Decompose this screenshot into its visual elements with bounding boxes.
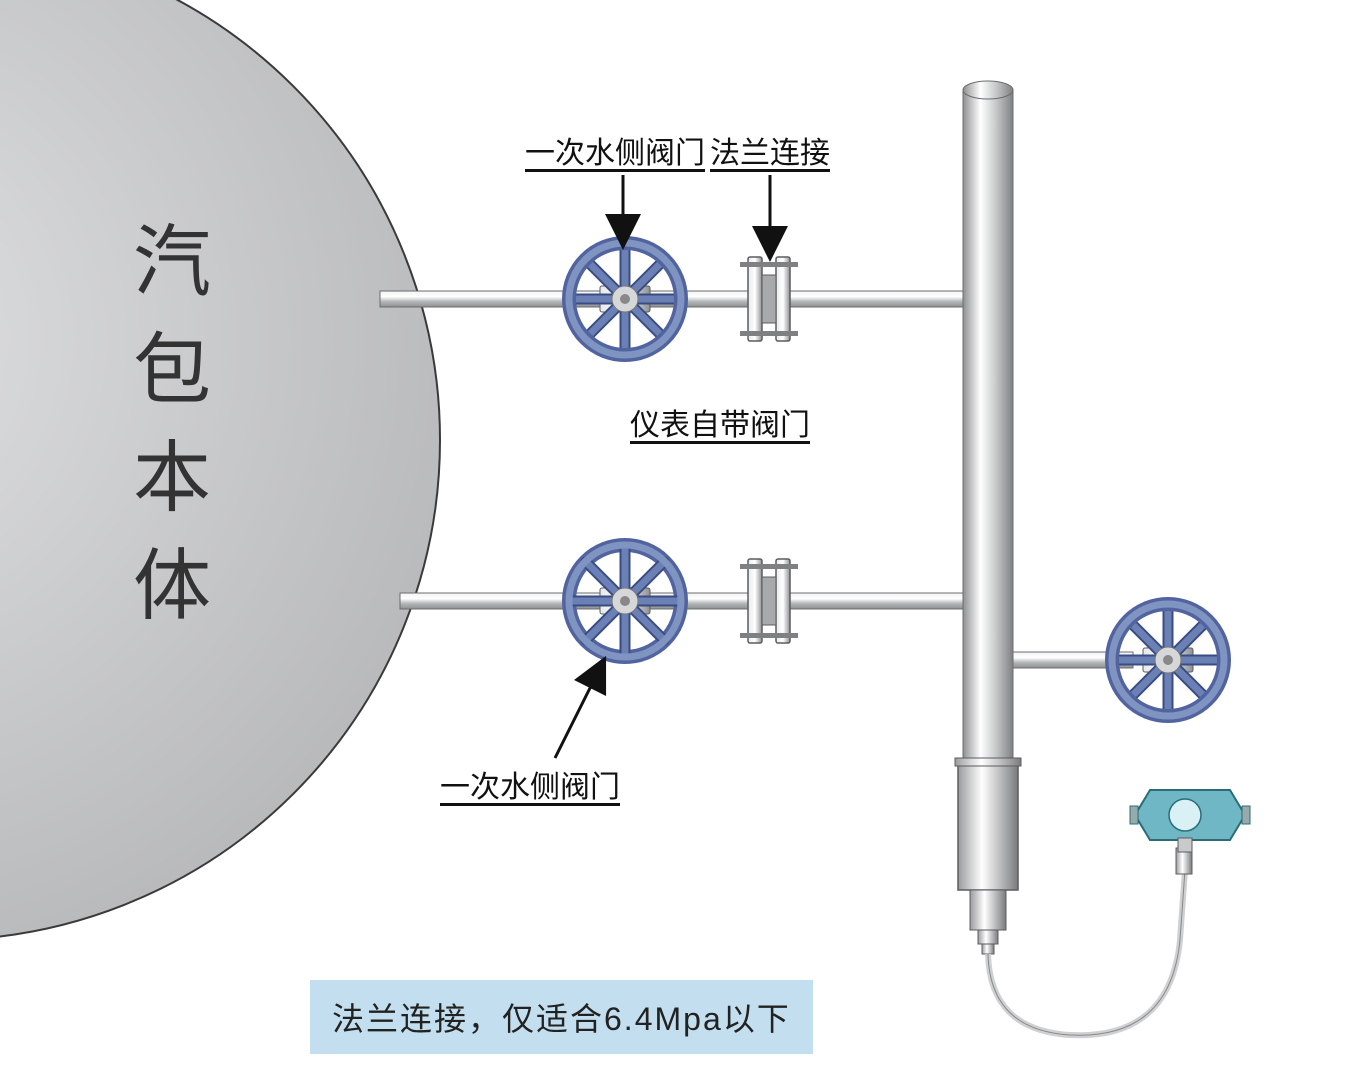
arrow-bottom-valve (555, 672, 598, 758)
diagram-canvas: 汽包本体 一次水侧阀门 法兰连接 仪表自带阀门 一次水侧阀门 法兰连接，仅适合6… (0, 0, 1362, 1073)
valve-instrument (1112, 604, 1224, 716)
lower-housing (955, 758, 1021, 954)
column-top-cap (963, 81, 1013, 99)
flange-bottom (740, 559, 798, 643)
callout-top-valve: 一次水侧阀门 (525, 128, 705, 172)
vessel-label: 汽包本体 (110, 220, 222, 652)
callout-instrument-valve: 仪表自带阀门 (630, 400, 810, 444)
pressure-transmitter (1130, 790, 1250, 852)
valve-bottom-primary (569, 545, 681, 657)
caption-bar: 法兰连接，仅适合6.4Mpa以下 (310, 980, 813, 1054)
sensor-cable (988, 870, 1185, 1035)
callout-bottom-valve: 一次水侧阀门 (440, 762, 620, 806)
valve-top-primary (569, 243, 681, 355)
callout-flange: 法兰连接 (710, 128, 830, 172)
flange-top (740, 257, 798, 341)
main-column (963, 90, 1013, 760)
